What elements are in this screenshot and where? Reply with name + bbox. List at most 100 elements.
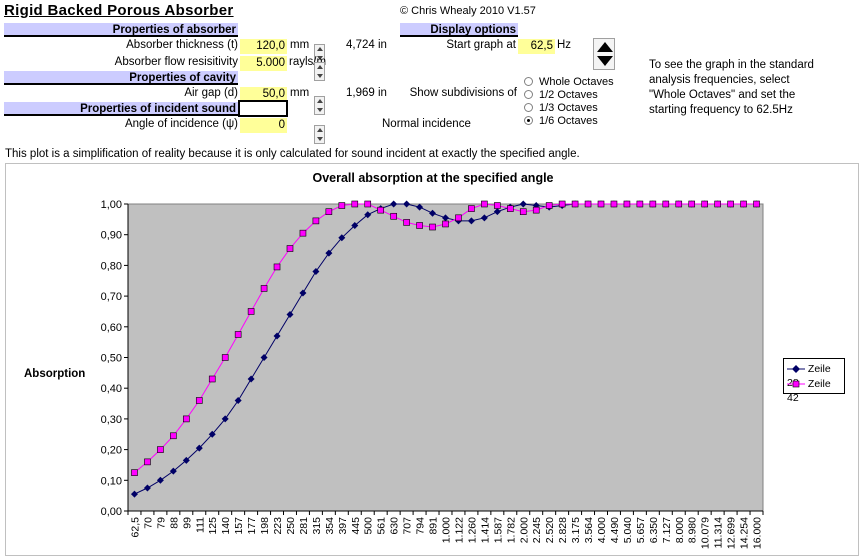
data-point — [584, 200, 592, 208]
data-point — [753, 200, 760, 208]
data-point — [208, 375, 216, 383]
data-point — [455, 214, 462, 222]
data-point — [403, 200, 411, 208]
radio-whole-octaves[interactable]: Whole Octaves — [524, 76, 614, 89]
radio-label: 1/6 Octaves — [539, 115, 598, 127]
data-point — [183, 415, 190, 423]
x-tick-label: 4.000 — [596, 517, 608, 543]
data-point — [571, 200, 579, 208]
x-tick-label: 14.254 — [739, 517, 751, 549]
x-tick-label: 1.414 — [479, 517, 491, 543]
x-tick-label: 354 — [324, 517, 336, 535]
chart-area[interactable]: Overall absorption at the specified angl… — [5, 163, 859, 556]
legend-item-series-2: Zeile 42 — [787, 377, 844, 404]
data-point — [377, 206, 385, 214]
angle-input[interactable]: 0 — [240, 118, 287, 133]
data-point — [169, 467, 177, 475]
x-tick-label: 3.175 — [570, 517, 582, 543]
y-tick-label: 1,00 — [101, 199, 122, 211]
start-frequency-input[interactable]: 62,5 — [518, 39, 555, 54]
x-tick-label: 99 — [181, 517, 193, 529]
data-point — [156, 476, 164, 484]
display-section-header: Display options — [400, 23, 518, 37]
arrow-up-icon[interactable] — [597, 42, 613, 52]
incident-section-header: Properties of incident sound — [4, 102, 238, 116]
data-point — [390, 200, 398, 208]
radio-label: 1/3 Octaves — [539, 102, 598, 114]
data-point — [506, 205, 514, 212]
x-tick-label: 250 — [285, 517, 297, 535]
start-graph-label: Start graph at — [446, 39, 516, 51]
angle-spinner[interactable] — [314, 125, 325, 144]
x-tick-label: 177 — [246, 517, 258, 535]
selected-cell[interactable] — [238, 100, 288, 117]
radio-icon[interactable] — [524, 90, 533, 99]
air-gap-inches: 1,969 in — [346, 87, 387, 99]
data-point — [532, 206, 540, 214]
data-point — [649, 200, 657, 208]
data-point — [351, 221, 359, 229]
x-tick-label: 79 — [155, 517, 167, 529]
radio-third-octaves[interactable]: 1/3 Octaves — [524, 102, 598, 115]
chart-svg: 0,00 0,10 0,20 0,30 0,40 0,50 0,60 0,70 0,80 0,90… — [101, 199, 764, 549]
data-point — [429, 223, 436, 231]
x-tick-label: 315 — [311, 517, 323, 535]
angle-label: Angle of incidence (ψ) — [124, 118, 238, 130]
x-tick-label: 8.000 — [674, 517, 686, 543]
x-tick-label: 630 — [389, 517, 401, 535]
air-gap-unit: mm — [290, 87, 310, 99]
data-point — [221, 415, 229, 423]
thickness-input[interactable]: 120,0 — [240, 39, 287, 54]
data-point — [416, 222, 423, 229]
x-tick-label: 1.260 — [466, 517, 478, 543]
x-tick-label: 1.122 — [453, 517, 465, 543]
y-tick-label: 0,40 — [101, 383, 122, 395]
data-point — [286, 311, 294, 319]
flow-resistivity-input[interactable]: 5.000 — [240, 56, 287, 71]
data-point — [701, 200, 708, 208]
start-frequency-spinner[interactable] — [593, 38, 615, 70]
diamond-marker-icon — [787, 365, 805, 374]
radio-half-octaves[interactable]: 1/2 Octaves — [524, 89, 598, 102]
chart-legend[interactable]: Zeile 28 Zeile 42 — [783, 358, 845, 404]
flow-resistivity-spinner[interactable] — [314, 62, 325, 81]
radio-selected-icon[interactable] — [524, 116, 533, 125]
arrow-down-icon[interactable] — [597, 56, 613, 66]
radio-icon[interactable] — [524, 77, 533, 86]
x-tick-label: 1.000 — [441, 517, 453, 543]
data-point — [273, 263, 281, 271]
data-point — [195, 397, 203, 404]
air-gap-label: Air gap (d) — [184, 87, 238, 99]
radio-icon[interactable] — [524, 103, 533, 112]
x-tick-label: 1.782 — [505, 517, 517, 543]
radio-sixth-octaves[interactable]: 1/6 Octaves — [524, 115, 598, 128]
x-tick-label: 88 — [168, 517, 180, 529]
copyright: © Chris Whealy 2010 V1.57 — [400, 5, 536, 17]
data-point — [429, 209, 437, 217]
x-tick-label: 397 — [337, 517, 349, 535]
data-point — [351, 200, 359, 208]
x-tick-label: 500 — [363, 517, 375, 535]
start-frequency-unit: Hz — [557, 39, 572, 51]
radio-label: Whole Octaves — [539, 76, 614, 88]
y-tick-label: 0,70 — [101, 291, 122, 303]
thickness-label: Absorber thickness (t) — [126, 39, 238, 51]
data-point — [727, 200, 734, 208]
app-title: Rigid Backed Porous Absorber — [4, 2, 234, 19]
data-point — [299, 289, 307, 297]
data-point — [480, 214, 488, 222]
y-tick-label: 0,80 — [101, 260, 122, 272]
data-point — [364, 211, 372, 219]
legend-item-series-1: Zeile 28 — [787, 362, 844, 389]
disclaimer: This plot is a simplification of reality… — [5, 148, 580, 160]
x-tick-label: 70 — [142, 517, 154, 529]
air-gap-input[interactable]: 50,0 — [240, 87, 287, 102]
x-tick-label: 223 — [272, 517, 284, 535]
x-tick-label: 8.980 — [687, 517, 699, 543]
x-tick-label: 5.657 — [635, 517, 647, 543]
data-point — [403, 219, 410, 226]
air-gap-spinner[interactable] — [314, 96, 325, 115]
plot-area — [127, 203, 764, 512]
x-tick-label: 140 — [220, 517, 232, 535]
x-tick-label: 62,5 — [129, 517, 141, 538]
